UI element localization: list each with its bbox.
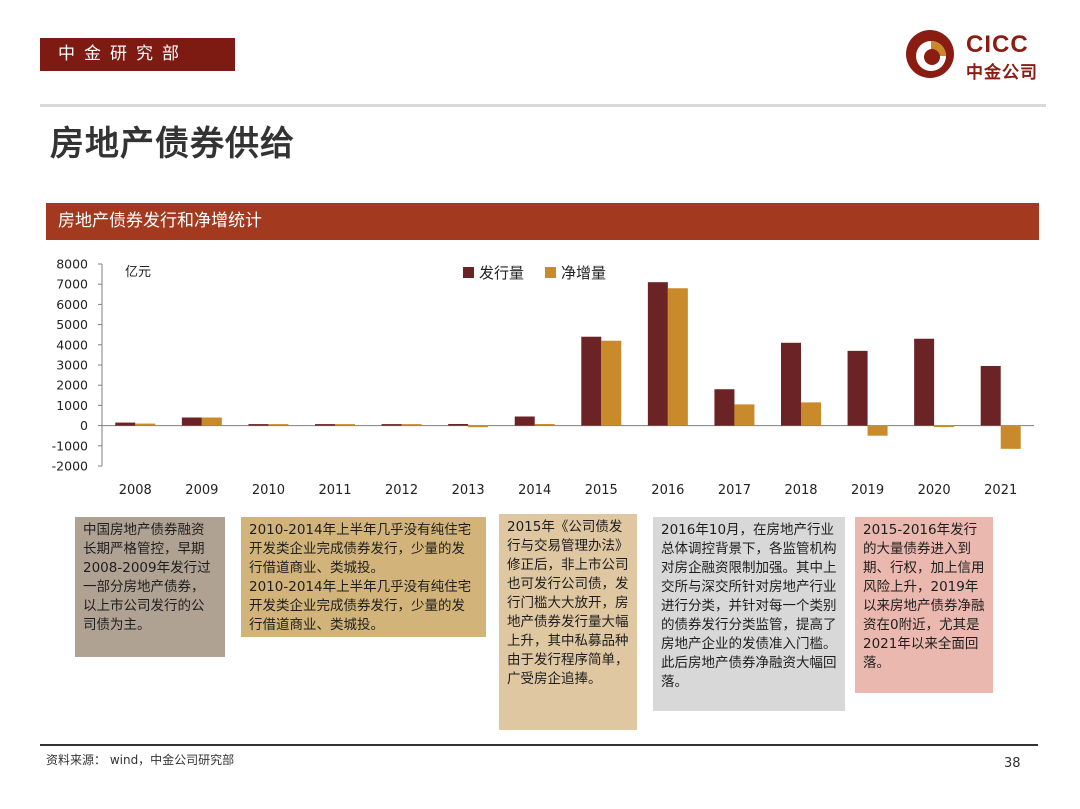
x-tick-label: 2008: [119, 483, 152, 498]
source-note: 资料来源： wind，中金公司研究部: [46, 753, 235, 767]
y-tick-label: -2000: [52, 459, 88, 474]
bar-issuance: [448, 423, 469, 426]
x-tick-label: 2017: [718, 483, 751, 498]
bar-issuance: [381, 424, 402, 426]
y-tick-label: 8000: [56, 257, 88, 272]
bar-net-increase: [601, 340, 622, 426]
bar-issuance: [181, 417, 202, 426]
bar-issuance: [781, 342, 801, 426]
bar-issuance: [914, 338, 935, 426]
bar-net-increase: [335, 424, 355, 426]
x-tick-label: 2013: [452, 483, 485, 498]
note-2016-regulation: 2016年10月，在房地产行业总体调控背景下，各监管机构对房企融资限制加强。其中…: [653, 517, 845, 711]
bar-net-increase: [468, 425, 489, 428]
logo-text-cn: 中金公司: [966, 63, 1038, 83]
x-tick-label: 2012: [385, 483, 418, 498]
bar-issuance: [980, 366, 1001, 426]
page-title: 房地产债券供给: [50, 124, 295, 164]
bar-issuance: [514, 416, 535, 426]
department-tag: 中金研究部: [40, 38, 235, 71]
y-tick-label: 1000: [56, 398, 88, 413]
bar-net-increase: [734, 404, 755, 426]
legend-swatch: [463, 267, 474, 278]
bar-issuance: [714, 389, 735, 426]
legend-swatch: [545, 267, 556, 278]
legend-label: 发行量: [479, 264, 524, 282]
cicc-logo-icon: [906, 30, 954, 78]
bar-net-increase: [534, 423, 555, 426]
header-divider: [40, 104, 1046, 107]
note-2019-2021: 2015-2016年发行的大量债券进入到期、行权，加上信用风险上升，2019年以…: [855, 517, 993, 693]
bar-issuance: [581, 336, 602, 426]
bar-net-increase: [801, 402, 821, 426]
bar-net-increase: [201, 417, 222, 426]
bar-net-increase: [867, 425, 888, 436]
y-tick-label: -1000: [52, 438, 88, 453]
x-tick-label: 2011: [318, 483, 351, 498]
note-early-period: 中国房地产债券融资长期严格管控，早期2008-2009年发行过一部分房地产债券，…: [75, 517, 225, 657]
bar-net-increase: [1000, 425, 1021, 449]
y-tick-label: 0: [80, 418, 88, 433]
bar-issuance: [248, 424, 269, 426]
y-tick-label: 4000: [56, 337, 88, 352]
x-tick-label: 2020: [918, 483, 951, 498]
bar-net-increase: [401, 424, 422, 426]
logo-text-en: CICC: [966, 31, 1029, 58]
bar-net-increase: [268, 424, 289, 426]
y-tick-label: 7000: [56, 277, 88, 292]
x-tick-label: 2019: [851, 483, 884, 498]
bar-issuance: [315, 424, 335, 426]
cicc-logo: CICC 中金公司: [904, 28, 1054, 84]
legend-label: 净增量: [561, 264, 606, 282]
note-2010-2014: 2010-2014年上半年几乎没有纯住宅开发类企业完成债券发行，少量的发行借道商…: [241, 517, 486, 637]
unit-label: 亿元: [125, 265, 151, 280]
bar-net-increase: [135, 423, 156, 426]
bar-net-increase: [667, 288, 688, 426]
bar-issuance: [115, 422, 136, 426]
y-tick-label: 3000: [56, 358, 88, 373]
x-tick-label: 2014: [518, 483, 551, 498]
x-tick-label: 2018: [784, 483, 817, 498]
x-tick-label: 2009: [185, 483, 218, 498]
bar-net-increase: [934, 425, 955, 428]
section-title-bar: 房地产债券发行和净增统计: [46, 203, 1039, 240]
bar-chart: 8000 7000 6000 5000 4000 3000 2000 1000 0 -1000 -2…: [52, 257, 1034, 498]
footer-divider: [40, 744, 1038, 746]
x-tick-label: 2015: [585, 483, 618, 498]
y-tick-label: 5000: [56, 317, 88, 332]
bar-issuance: [647, 282, 668, 426]
y-tick-label: 2000: [56, 378, 88, 393]
x-tick-label: 2021: [984, 483, 1017, 498]
note-2015-reform: 2015年《公司债发行与交易管理办法》修正后，非上市公司也可发行公司债，发行门槛…: [499, 514, 637, 730]
page-number: 38: [1004, 756, 1021, 771]
x-tick-label: 2016: [651, 483, 684, 498]
y-tick-label: 6000: [56, 297, 88, 312]
bar-issuance: [847, 350, 868, 426]
x-tick-label: 2010: [252, 483, 285, 498]
